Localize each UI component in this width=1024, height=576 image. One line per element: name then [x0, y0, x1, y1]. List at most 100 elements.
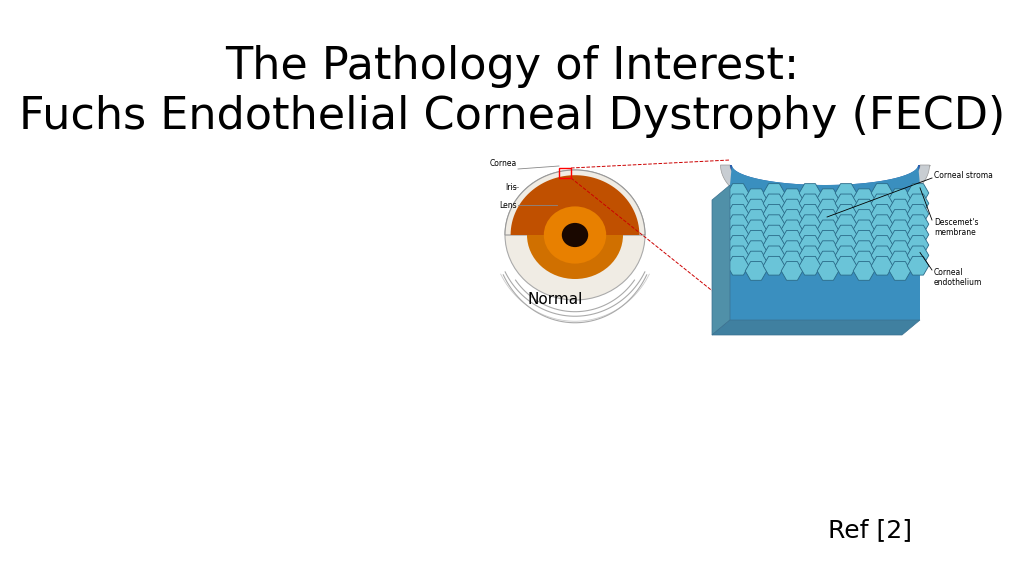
- Polygon shape: [799, 204, 821, 223]
- Polygon shape: [836, 204, 857, 223]
- Text: The Pathology of Interest:: The Pathology of Interest:: [225, 45, 799, 88]
- Polygon shape: [763, 194, 784, 213]
- Polygon shape: [712, 185, 730, 335]
- Polygon shape: [853, 241, 874, 260]
- Polygon shape: [920, 165, 930, 210]
- Text: Normal: Normal: [527, 293, 583, 308]
- Polygon shape: [817, 230, 839, 249]
- Polygon shape: [853, 251, 874, 270]
- Polygon shape: [836, 194, 857, 213]
- Polygon shape: [781, 241, 803, 260]
- Polygon shape: [712, 320, 920, 335]
- Polygon shape: [781, 199, 803, 218]
- Polygon shape: [781, 251, 803, 270]
- Polygon shape: [721, 165, 730, 210]
- Polygon shape: [727, 236, 749, 255]
- Polygon shape: [817, 189, 839, 207]
- Text: Corneal
endothelium: Corneal endothelium: [934, 268, 982, 287]
- Polygon shape: [907, 236, 929, 255]
- Polygon shape: [889, 189, 910, 207]
- Polygon shape: [836, 236, 857, 255]
- Polygon shape: [836, 225, 857, 244]
- Polygon shape: [745, 262, 767, 281]
- Polygon shape: [836, 256, 857, 275]
- Polygon shape: [871, 194, 893, 213]
- Polygon shape: [799, 225, 821, 244]
- Polygon shape: [727, 225, 749, 244]
- Polygon shape: [763, 215, 784, 233]
- Polygon shape: [745, 230, 767, 249]
- Polygon shape: [799, 246, 821, 265]
- Polygon shape: [889, 251, 910, 270]
- Polygon shape: [871, 225, 893, 244]
- Polygon shape: [781, 220, 803, 238]
- Ellipse shape: [505, 170, 645, 300]
- Polygon shape: [730, 185, 920, 320]
- Polygon shape: [799, 194, 821, 213]
- Polygon shape: [799, 236, 821, 255]
- Polygon shape: [907, 225, 929, 244]
- Polygon shape: [889, 199, 910, 218]
- Text: Ref [2]: Ref [2]: [828, 518, 912, 542]
- Polygon shape: [889, 241, 910, 260]
- Polygon shape: [745, 251, 767, 270]
- Polygon shape: [853, 262, 874, 281]
- Polygon shape: [781, 262, 803, 281]
- Polygon shape: [817, 251, 839, 270]
- Text: Cornea: Cornea: [489, 160, 517, 169]
- Ellipse shape: [562, 223, 588, 247]
- Polygon shape: [871, 236, 893, 255]
- Polygon shape: [799, 215, 821, 233]
- Polygon shape: [505, 170, 645, 235]
- Polygon shape: [730, 165, 920, 195]
- Polygon shape: [727, 215, 749, 233]
- Polygon shape: [763, 225, 784, 244]
- Polygon shape: [763, 184, 784, 202]
- Polygon shape: [853, 230, 874, 249]
- Polygon shape: [763, 256, 784, 275]
- Polygon shape: [836, 184, 857, 202]
- Polygon shape: [907, 246, 929, 265]
- Polygon shape: [745, 189, 767, 207]
- Polygon shape: [745, 241, 767, 260]
- Polygon shape: [889, 262, 910, 281]
- Polygon shape: [781, 189, 803, 207]
- Polygon shape: [727, 204, 749, 223]
- Polygon shape: [853, 220, 874, 238]
- Polygon shape: [781, 210, 803, 228]
- Polygon shape: [836, 215, 857, 233]
- Polygon shape: [907, 194, 929, 213]
- Polygon shape: [871, 246, 893, 265]
- Polygon shape: [730, 165, 920, 185]
- Text: Corneal stroma: Corneal stroma: [934, 172, 993, 180]
- Polygon shape: [781, 230, 803, 249]
- Ellipse shape: [527, 191, 623, 279]
- Polygon shape: [817, 210, 839, 228]
- Polygon shape: [727, 256, 749, 275]
- Text: Iris: Iris: [505, 183, 517, 191]
- Polygon shape: [799, 184, 821, 202]
- Ellipse shape: [544, 206, 606, 264]
- Polygon shape: [817, 220, 839, 238]
- Polygon shape: [907, 184, 929, 202]
- Polygon shape: [763, 246, 784, 265]
- Polygon shape: [511, 175, 639, 235]
- Polygon shape: [889, 230, 910, 249]
- Polygon shape: [763, 204, 784, 223]
- Polygon shape: [727, 184, 749, 202]
- Polygon shape: [745, 220, 767, 238]
- Polygon shape: [871, 215, 893, 233]
- Polygon shape: [853, 199, 874, 218]
- Polygon shape: [763, 236, 784, 255]
- Polygon shape: [871, 204, 893, 223]
- Polygon shape: [817, 199, 839, 218]
- Polygon shape: [817, 241, 839, 260]
- Polygon shape: [889, 210, 910, 228]
- Polygon shape: [836, 246, 857, 265]
- Polygon shape: [871, 256, 893, 275]
- Text: Fuchs Endothelial Corneal Dystrophy (FECD): Fuchs Endothelial Corneal Dystrophy (FEC…: [18, 95, 1006, 138]
- Polygon shape: [907, 256, 929, 275]
- Polygon shape: [853, 210, 874, 228]
- Polygon shape: [907, 204, 929, 223]
- Polygon shape: [727, 194, 749, 213]
